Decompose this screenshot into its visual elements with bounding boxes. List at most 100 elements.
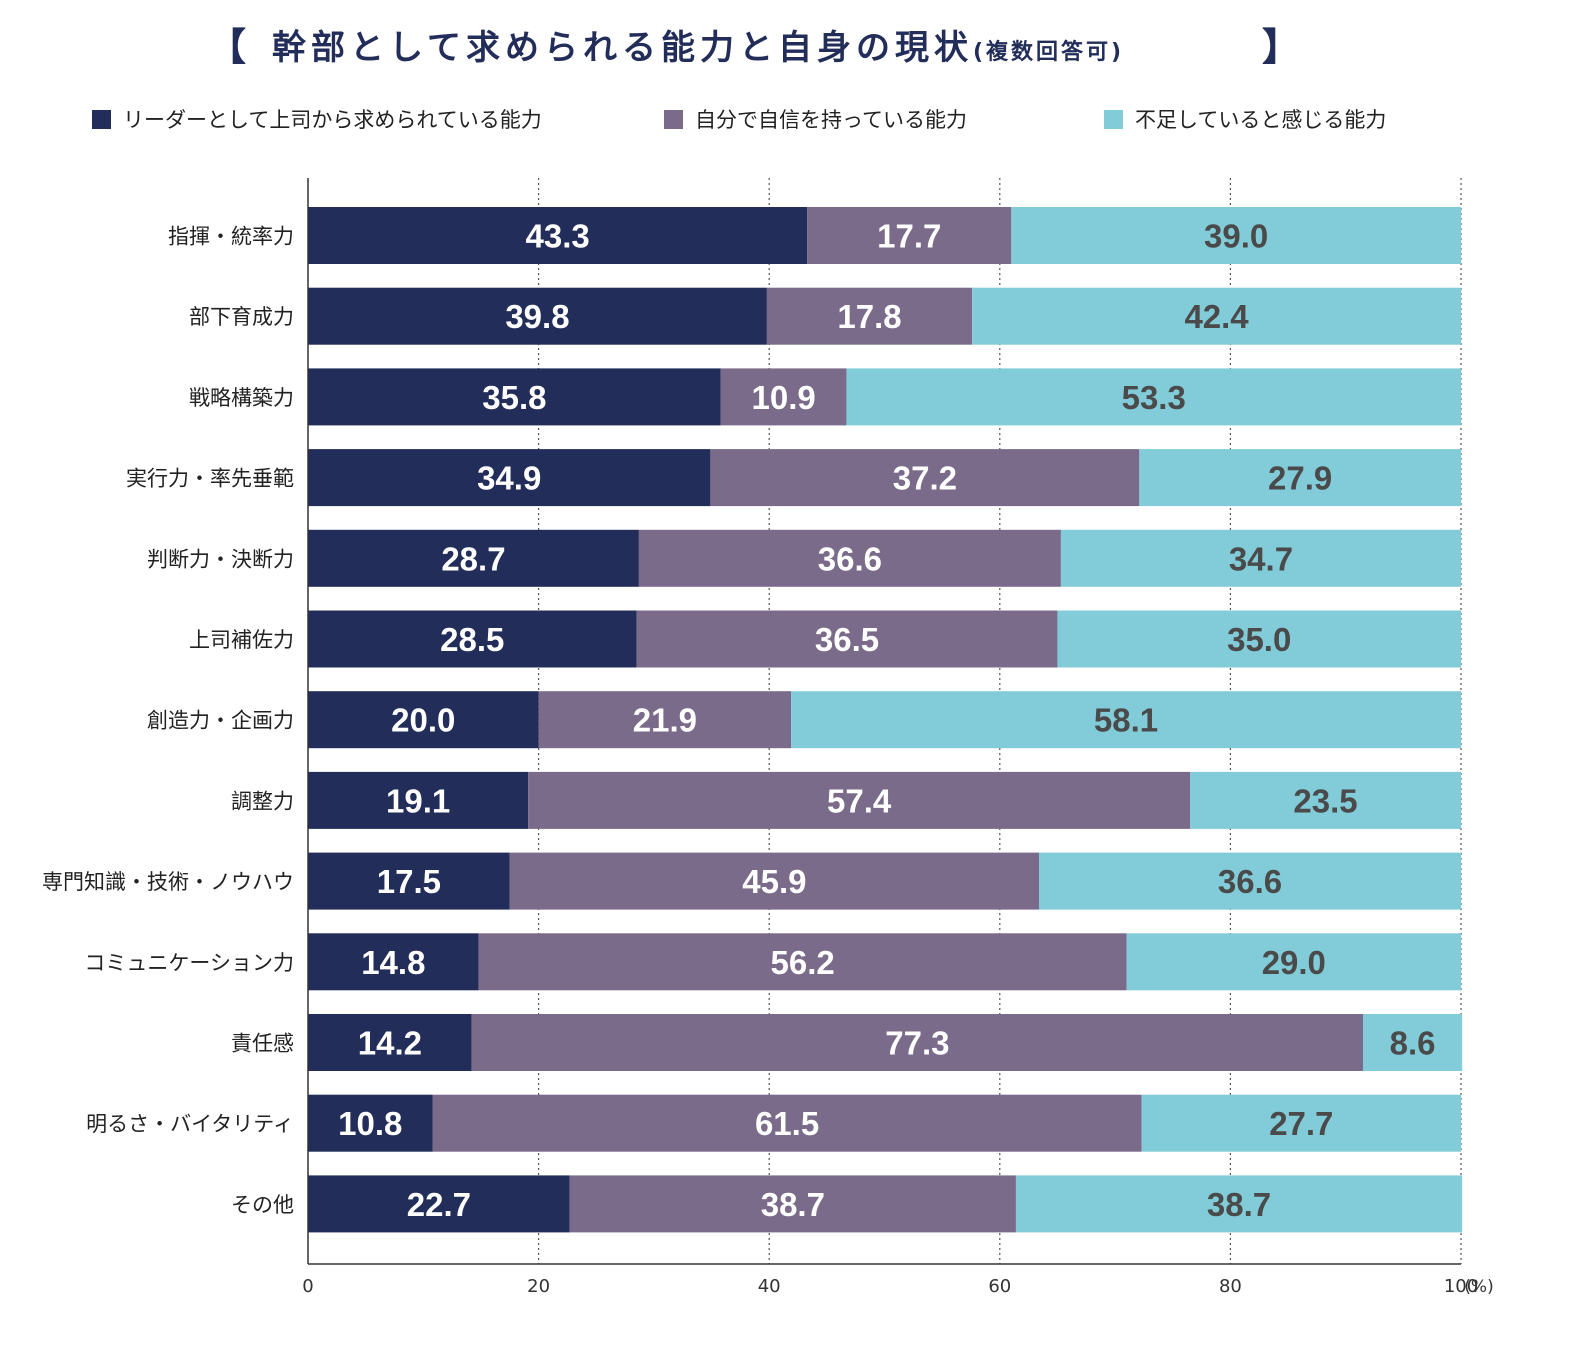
bar-segment (1015, 1175, 1463, 1233)
legend-swatch-lacking (1104, 109, 1123, 129)
bar-segment (636, 610, 1058, 668)
category-label: 創造力・企画力 (147, 709, 294, 733)
bar-segment (471, 1014, 1363, 1071)
value-label: 17.8 (837, 298, 901, 335)
bar-segment (509, 852, 1040, 910)
legend-swatch-confident (664, 109, 683, 129)
value-label: 23.5 (1293, 782, 1357, 819)
bar-segment (308, 207, 808, 264)
value-label: 10.9 (751, 379, 815, 416)
value-label: 35.8 (482, 379, 546, 416)
bar-segment (710, 449, 1140, 507)
value-label: 57.4 (827, 782, 892, 819)
value-label: 36.6 (818, 540, 882, 577)
title-bracket-open: 【 (208, 25, 247, 69)
category-label: 明るさ・バイタリティ (86, 1112, 294, 1136)
legend-label-confident: 自分で自信を持っている能力 (695, 108, 967, 132)
bar-segment (1126, 933, 1461, 991)
bar-segment (766, 287, 973, 345)
x-tick-label: 80 (1219, 1276, 1242, 1297)
bar-segment (308, 1175, 570, 1233)
value-label: 29.0 (1262, 944, 1326, 981)
category-label: 実行力・率先垂範 (126, 467, 294, 491)
bar-segment (528, 771, 1191, 829)
legend-label-lacking: 不足していると感じる能力 (1135, 108, 1387, 132)
bar-segment (1039, 852, 1461, 910)
value-label: 37.2 (893, 460, 957, 497)
value-label: 17.7 (877, 218, 941, 255)
bar-segment (1011, 207, 1461, 264)
title-main: 幹部として求められる能力と自身の現状(複数回答可) (272, 20, 1124, 69)
bar-segment (308, 1094, 433, 1152)
x-tick-label: 100 (1444, 1276, 1478, 1297)
bar-segment (1057, 610, 1461, 668)
bar-segment (720, 368, 847, 426)
title-text: 幹部として求められる能力と自身の現状 (272, 28, 973, 68)
value-label: 39.0 (1204, 218, 1268, 255)
category-label: 判断力・決断力 (147, 547, 294, 571)
x-tick-label: 20 (527, 1276, 550, 1297)
value-label: 58.1 (1094, 702, 1158, 739)
bar-segment (308, 1014, 472, 1071)
value-label: 19.1 (386, 782, 450, 819)
bar-segment (432, 1094, 1142, 1152)
x-tick-label: 60 (988, 1276, 1011, 1297)
value-label: 21.9 (633, 702, 697, 739)
value-label: 38.7 (1207, 1186, 1271, 1223)
legend-label-required: リーダーとして上司から求められている能力 (123, 108, 542, 132)
category-label: その他 (231, 1193, 294, 1217)
category-label: コミュニケーション力 (84, 951, 294, 975)
x-tick-label: 0 (302, 1276, 313, 1297)
category-label: 戦略構築力 (189, 386, 294, 410)
value-label: 8.6 (1390, 1025, 1436, 1062)
legend-item-required: リーダーとして上司から求められている能力 (92, 104, 542, 134)
category-label: 専門知識・技術・ノウハウ (42, 870, 294, 894)
bar-segment (1141, 1094, 1461, 1152)
bar-segment (807, 207, 1012, 264)
value-label: 27.9 (1268, 460, 1332, 497)
bar-segment (478, 933, 1127, 991)
x-axis-unit: (%) (1464, 1277, 1493, 1297)
bar-segment (308, 368, 721, 426)
value-label: 34.7 (1229, 540, 1293, 577)
bar-segment (791, 691, 1461, 749)
bar-segment (308, 287, 767, 345)
value-label: 53.3 (1122, 379, 1186, 416)
chart-title: 【 幹部として求められる能力と自身の現状(複数回答可) 】 (0, 14, 1581, 74)
value-label: 35.0 (1227, 621, 1291, 658)
category-label: 指揮・統率力 (168, 225, 294, 249)
value-label: 34.9 (477, 460, 541, 497)
bar-segment (972, 287, 1461, 345)
bar-segment (1362, 1014, 1463, 1071)
value-label: 14.8 (361, 944, 425, 981)
value-label: 14.2 (358, 1025, 422, 1062)
bar-segment (846, 368, 1461, 426)
value-label: 10.8 (338, 1105, 402, 1142)
bar-segment (308, 852, 510, 910)
value-label: 43.3 (526, 218, 590, 255)
title-subtitle: (複数回答可) (972, 40, 1125, 65)
bar-segment (638, 529, 1061, 587)
bar-segment (308, 771, 529, 829)
bar-segment (569, 1175, 1016, 1233)
value-label: 45.9 (742, 863, 806, 900)
category-label: 部下育成力 (189, 305, 294, 329)
legend-swatch-required (92, 109, 111, 129)
value-label: 28.7 (441, 540, 505, 577)
value-label: 36.5 (815, 621, 879, 658)
bar-segment (308, 691, 539, 749)
value-label: 39.8 (505, 298, 569, 335)
bar-segment (538, 691, 792, 749)
value-label: 56.2 (771, 944, 835, 981)
bar-segment (1139, 449, 1461, 507)
value-label: 17.5 (377, 863, 441, 900)
value-label: 36.6 (1218, 863, 1282, 900)
value-label: 27.7 (1269, 1105, 1333, 1142)
value-label: 22.7 (407, 1186, 471, 1223)
value-label: 77.3 (885, 1025, 949, 1062)
bar-segment (1190, 771, 1461, 829)
value-label: 42.4 (1184, 298, 1249, 335)
value-label: 61.5 (755, 1105, 819, 1142)
x-tick-label: 40 (758, 1276, 781, 1297)
